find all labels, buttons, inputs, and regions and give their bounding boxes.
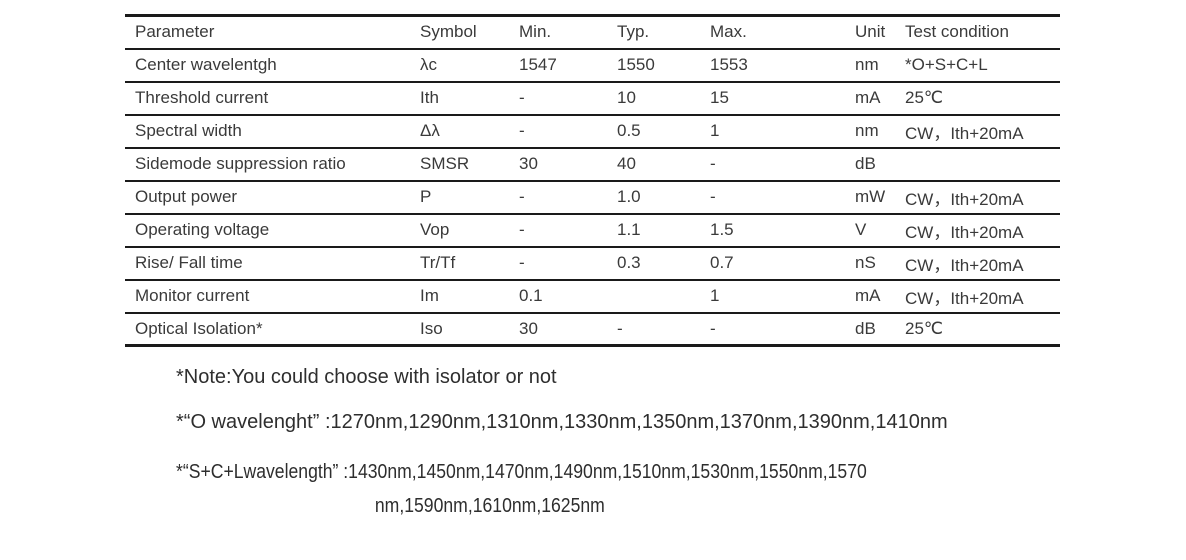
- cell-max: -: [710, 318, 716, 338]
- cell-symbol: SMSR: [420, 154, 470, 173]
- cell-min: -: [519, 253, 525, 272]
- cell-unit: mW: [855, 187, 886, 206]
- cell-symbol: Vop: [420, 220, 450, 239]
- cell-max: 0.7: [710, 253, 734, 272]
- table-row: Operating voltage Vop - 1.1 1.5 V CW，Ith…: [125, 214, 1060, 247]
- cell-min: 0.1: [519, 286, 543, 305]
- spec-table: Parameter Symbol Min. Typ. Max. Unit Tes…: [125, 14, 1060, 347]
- cell-typ: 0.5: [617, 121, 641, 140]
- cell-max: -: [710, 187, 716, 206]
- cell-max: 15: [710, 88, 729, 107]
- cell-unit: nm: [855, 55, 879, 74]
- cell-test-condition: CW，Ith+20mA: [905, 123, 1024, 143]
- cell-min: -: [519, 220, 525, 239]
- cell-symbol: Ith: [420, 88, 439, 107]
- cell-min: -: [519, 88, 525, 107]
- cell-min: -: [519, 121, 525, 140]
- cell-unit: mA: [855, 88, 881, 107]
- cell-unit: nm: [855, 121, 879, 140]
- scl-wavelength-note-line1: *“S+C+Lwavelength” :1430nm,1450nm,1470nm…: [176, 461, 867, 483]
- cell-typ: -: [617, 318, 623, 338]
- cell-typ: 10: [617, 88, 636, 107]
- column-header-max: Max.: [710, 22, 747, 42]
- cell-parameter: Monitor current: [135, 286, 250, 305]
- cell-parameter: Operating voltage: [135, 220, 270, 239]
- column-header-unit: Unit: [855, 22, 886, 42]
- cell-typ: 0.3: [617, 253, 641, 272]
- cell-symbol: Δλ: [420, 121, 440, 140]
- table-row: Spectral width Δλ - 0.5 1 nm CW，Ith+20mA: [125, 115, 1060, 148]
- cell-parameter: Sidemode suppression ratio: [135, 154, 346, 173]
- cell-max: 1: [710, 286, 720, 305]
- table-row: Rise/ Fall time Tr/Tf - 0.3 0.7 nS CW，It…: [125, 247, 1060, 280]
- cell-test-condition: 25℃: [905, 88, 944, 107]
- table-row: Output power P - 1.0 - mW CW，Ith+20mA: [125, 181, 1060, 214]
- cell-symbol: Im: [420, 286, 439, 305]
- cell-test-condition: CW，Ith+20mA: [905, 222, 1024, 242]
- cell-min: 30: [519, 154, 538, 173]
- scl-wavelength-note-line2: nm,1590nm,1610nm,1625nm: [374, 495, 605, 517]
- cell-parameter: Rise/ Fall time: [135, 253, 243, 272]
- cell-max: 1: [710, 121, 720, 140]
- table-row: Optical Isolation* Iso 30 - - dB 25℃: [125, 313, 1060, 346]
- cell-typ: 1.0: [617, 187, 641, 206]
- isolator-note: *Note:You could choose with isolator or …: [176, 366, 557, 388]
- column-header-test-condition: Test condition: [905, 22, 1009, 42]
- table-row: Center wavelentgh λc 1547 1550 1553 nm *…: [125, 49, 1060, 82]
- cell-unit: V: [855, 220, 867, 239]
- scl-wavelength-note: *“S+C+Lwavelength” :1430nm,1450nm,1470nm…: [176, 455, 867, 523]
- cell-symbol: Tr/Tf: [420, 253, 456, 272]
- cell-min: 1547: [519, 55, 557, 74]
- cell-max: 1553: [710, 55, 748, 74]
- cell-typ: 1.1: [617, 220, 641, 239]
- cell-typ: 1550: [617, 55, 655, 74]
- column-header-symbol: Symbol: [420, 22, 477, 42]
- cell-test-condition: 25℃: [905, 318, 944, 338]
- cell-typ: [607, 280, 700, 313]
- cell-unit: nS: [855, 253, 876, 272]
- cell-unit: dB: [855, 318, 876, 338]
- cell-symbol: Iso: [420, 318, 443, 338]
- cell-unit: mA: [855, 286, 881, 305]
- cell-typ: 40: [617, 154, 636, 173]
- table-row: Monitor current Im 0.1 1 mA CW，Ith+20mA: [125, 280, 1060, 313]
- cell-unit: dB: [855, 154, 876, 173]
- cell-symbol: λc: [420, 55, 437, 74]
- cell-max: 1.5: [710, 220, 734, 239]
- table-header-row: Parameter Symbol Min. Typ. Max. Unit Tes…: [125, 16, 1060, 49]
- cell-test-condition: *O+S+C+L: [905, 55, 988, 74]
- cell-parameter: Center wavelentgh: [135, 55, 277, 74]
- cell-parameter: Output power: [135, 187, 238, 206]
- cell-symbol: P: [420, 187, 432, 206]
- cell-parameter: Optical Isolation*: [135, 318, 263, 338]
- cell-min: 30: [519, 318, 538, 338]
- cell-test-condition: [895, 148, 1060, 181]
- table-row: Sidemode suppression ratio SMSR 30 40 - …: [125, 148, 1060, 181]
- cell-test-condition: CW，Ith+20mA: [905, 255, 1024, 275]
- column-header-parameter: Parameter: [135, 22, 215, 42]
- o-wavelength-note: *“O wavelenght” :1270nm,1290nm,1310nm,13…: [176, 411, 948, 433]
- cell-parameter: Spectral width: [135, 121, 242, 140]
- cell-test-condition: CW，Ith+20mA: [905, 189, 1024, 209]
- cell-max: -: [710, 154, 716, 173]
- cell-parameter: Threshold current: [135, 88, 269, 107]
- column-header-typ: Typ.: [617, 22, 650, 42]
- cell-min: -: [519, 187, 525, 206]
- column-header-min: Min.: [519, 22, 552, 42]
- cell-test-condition: CW，Ith+20mA: [905, 288, 1024, 308]
- table-row: Threshold current Ith - 10 15 mA 25℃: [125, 82, 1060, 115]
